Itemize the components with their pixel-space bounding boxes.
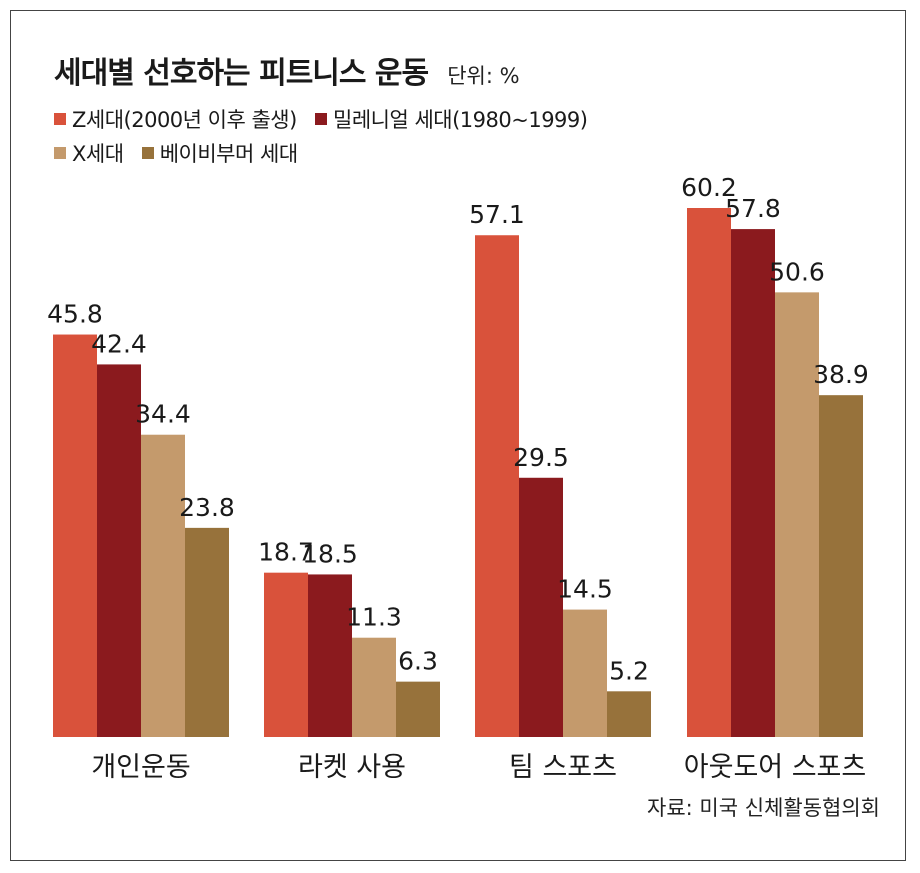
category-label-team: 팀 스포츠	[509, 752, 617, 783]
chart-title: 세대별 선호하는 피트니스 운동	[54, 56, 429, 91]
legend-label-boomer: 베이비부머 세대	[159, 142, 298, 166]
value-label-racket-millennial: 18.5	[302, 539, 358, 568]
legend-item-z: Z세대(2000년 이후 출생)	[54, 104, 297, 134]
legend-row-2: X세대 베이비부머 세대	[54, 138, 310, 168]
bar-personal-millennial	[97, 364, 141, 737]
bar-racket-boomer	[396, 681, 440, 737]
bar-racket-z	[264, 572, 308, 737]
legend-swatch-millennial	[315, 113, 327, 125]
bar-personal-x	[141, 434, 185, 737]
bar-personal-z	[53, 334, 97, 737]
bar-team-boomer	[607, 691, 651, 737]
value-label-racket-z: 18.7	[258, 538, 314, 567]
category-label-racket: 라켓 사용	[298, 752, 406, 783]
legend-swatch-boomer	[141, 147, 154, 159]
category-label-personal: 개인운동	[91, 752, 190, 783]
bar-personal-boomer	[185, 527, 229, 737]
value-label-outdoor-millennial: 57.8	[725, 194, 781, 223]
bar-racket-millennial	[308, 574, 352, 737]
value-label-team-millennial: 29.5	[513, 443, 569, 472]
value-label-racket-x: 11.3	[346, 603, 402, 632]
value-label-personal-z: 45.8	[47, 300, 103, 329]
bar-team-millennial	[519, 477, 563, 737]
value-label-personal-millennial: 42.4	[91, 329, 147, 358]
value-label-racket-boomer: 6.3	[398, 647, 438, 676]
legend-item-x: X세대	[54, 138, 124, 168]
bar-racket-x	[352, 637, 396, 737]
legend-label-millennial: 밀레니얼 세대(1980~1999)	[333, 108, 588, 132]
legend-item-millennial: 밀레니얼 세대(1980~1999)	[315, 104, 588, 134]
bar-outdoor-z	[687, 208, 731, 737]
legend-item-boomer: 베이비부머 세대	[141, 138, 298, 168]
unit-label: 단위: %	[447, 64, 520, 88]
value-label-team-z: 57.1	[469, 200, 525, 229]
title-row: 세대별 선호하는 피트니스 운동 단위: %	[54, 48, 520, 92]
legend-swatch-x	[54, 147, 66, 159]
bar-team-x	[563, 609, 607, 737]
value-label-outdoor-x: 50.6	[769, 257, 825, 286]
value-label-team-boomer: 5.2	[609, 656, 649, 685]
source-note: 자료: 미국 신체활동협의회	[647, 796, 880, 820]
legend-label-x: X세대	[72, 142, 124, 166]
bar-outdoor-millennial	[731, 229, 775, 737]
bar-team-z	[475, 235, 519, 738]
category-label-outdoor: 아웃도어 스포츠	[684, 752, 866, 783]
chart-frame	[10, 10, 906, 861]
value-label-personal-boomer: 23.8	[179, 493, 235, 522]
value-label-outdoor-boomer: 38.9	[813, 360, 869, 389]
legend-label-z: Z세대(2000년 이후 출생)	[72, 108, 297, 132]
legend-swatch-z	[54, 113, 66, 125]
value-label-personal-x: 34.4	[135, 400, 191, 429]
value-label-team-x: 14.5	[557, 575, 613, 604]
legend-row-1: Z세대(2000년 이후 출생) 밀레니얼 세대(1980~1999)	[54, 104, 599, 134]
bar-outdoor-boomer	[819, 395, 863, 737]
value-label-outdoor-z: 60.2	[681, 173, 737, 202]
bar-outdoor-x	[775, 292, 819, 737]
